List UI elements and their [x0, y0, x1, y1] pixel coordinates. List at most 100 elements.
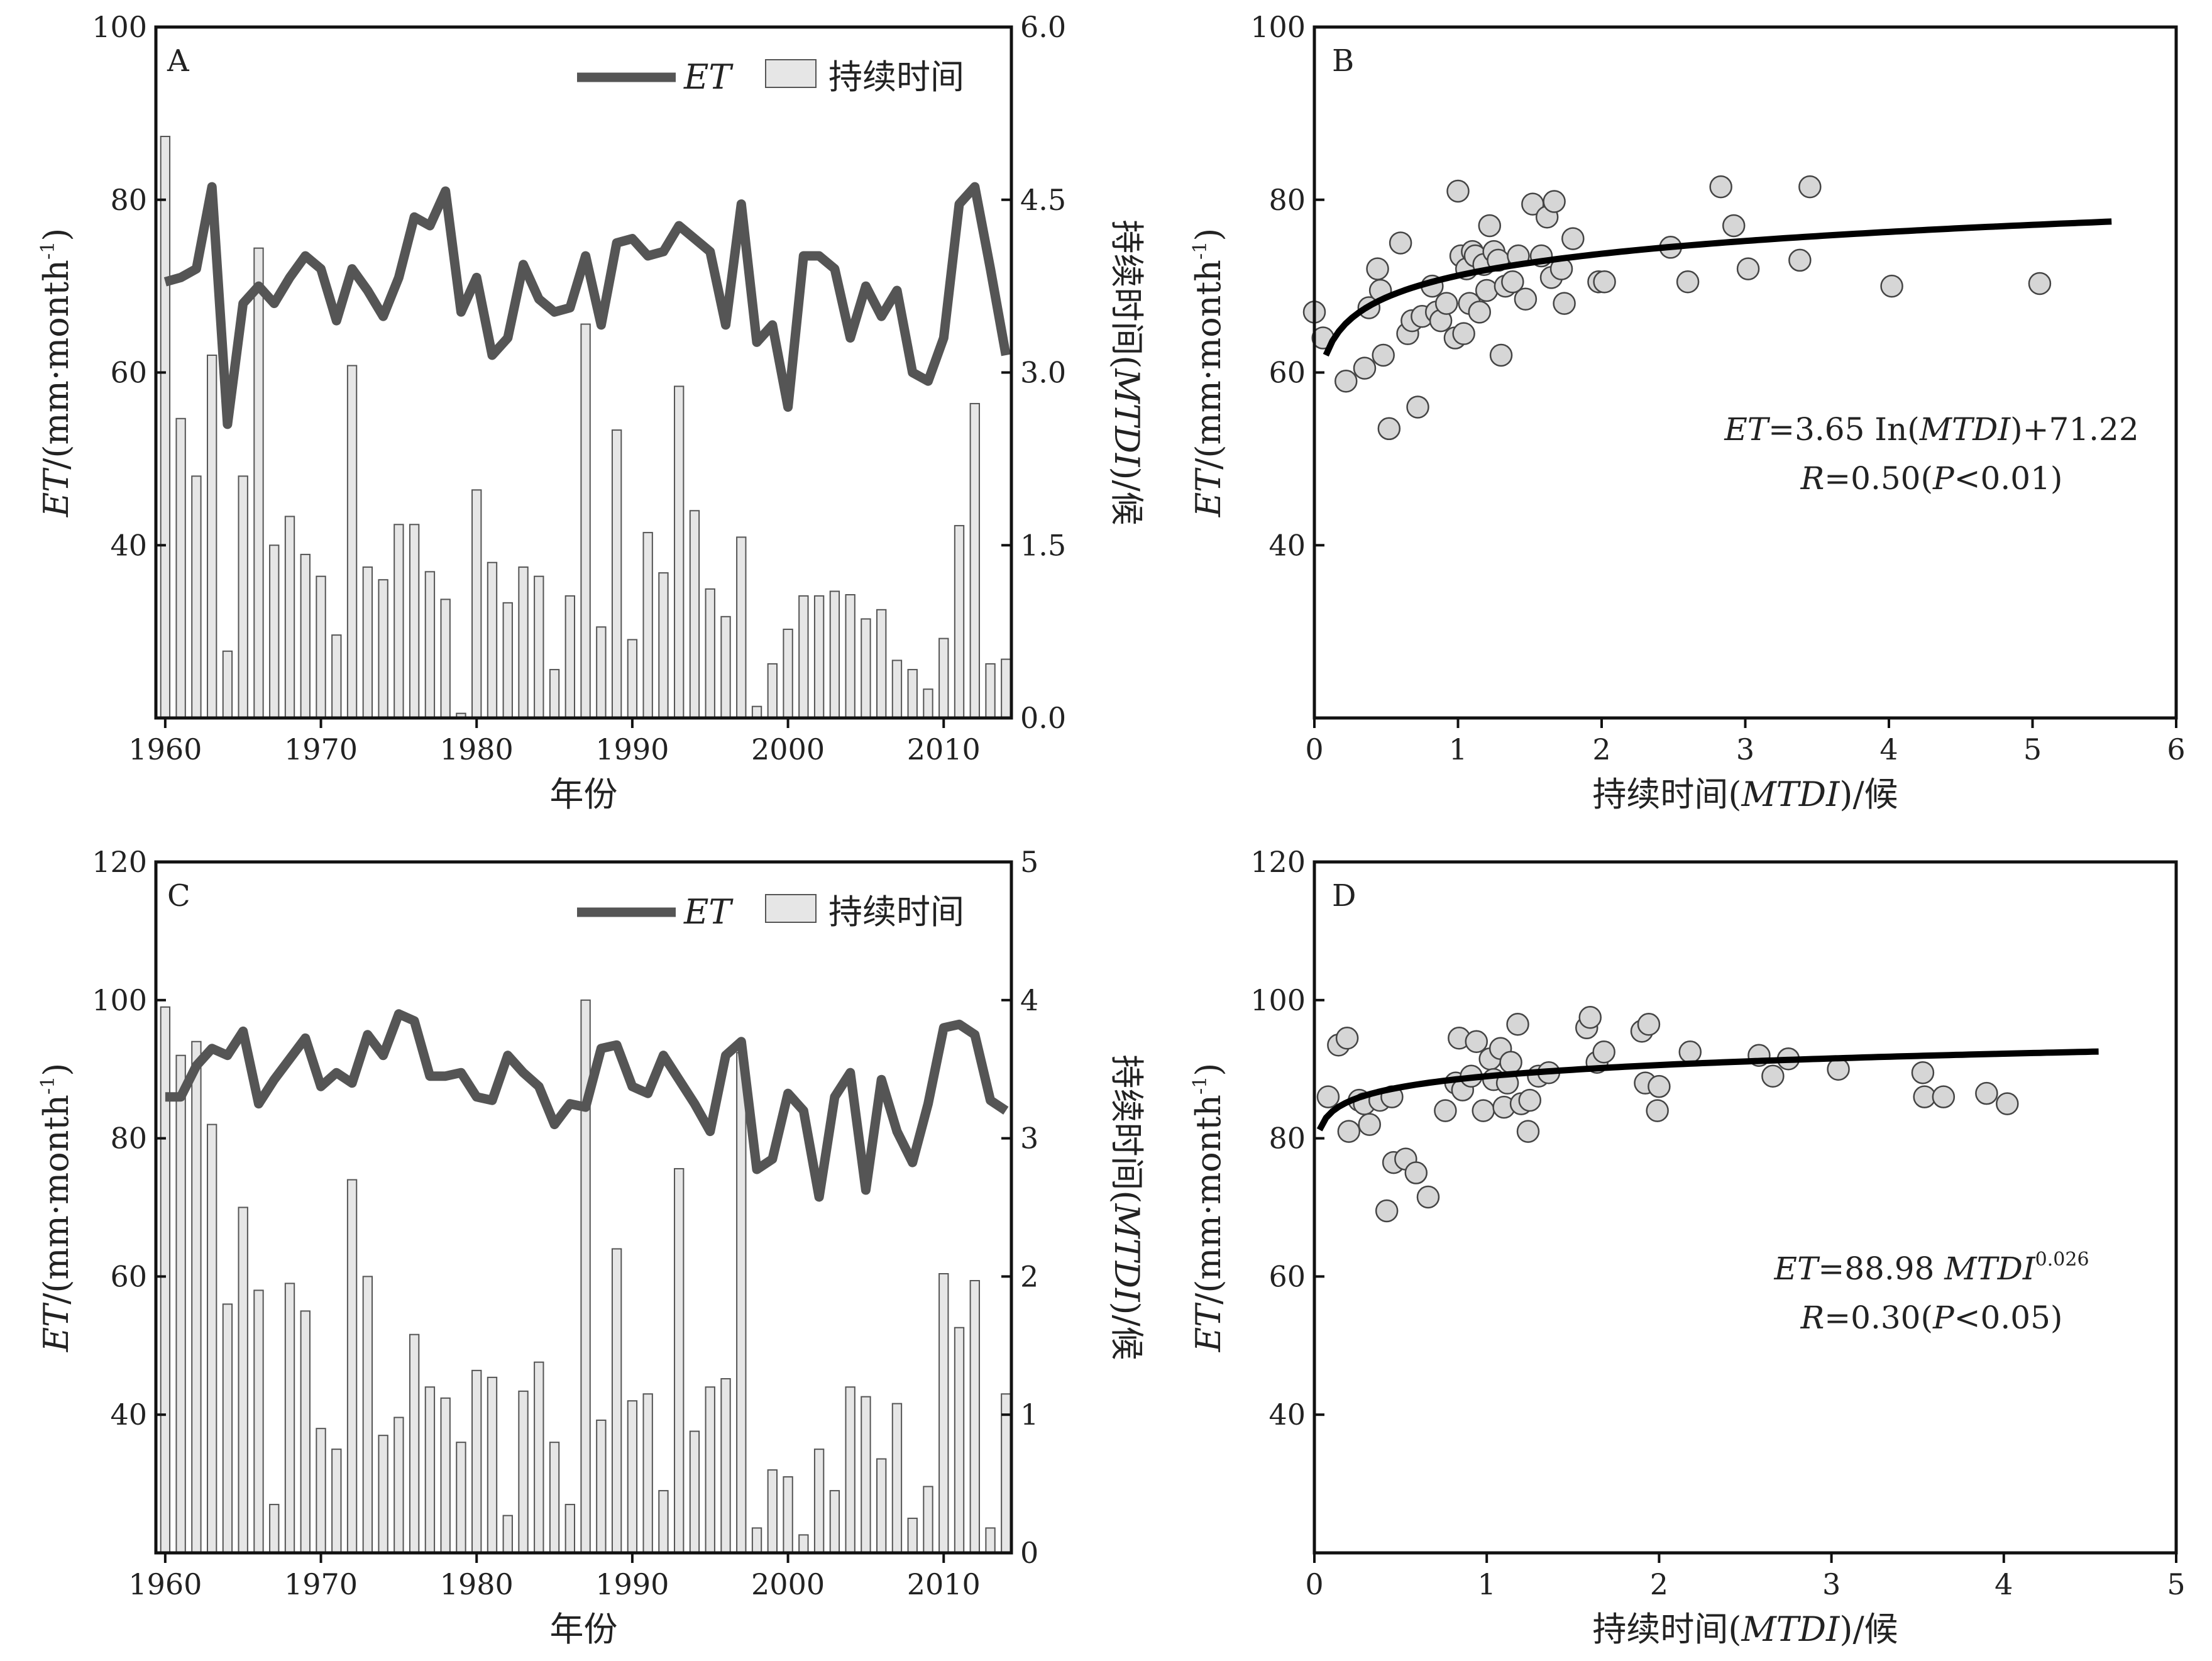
- y-right-axis-label: 持续时间(MTDI)/候: [1107, 219, 1147, 525]
- y-axis-label-close: ): [36, 1063, 76, 1076]
- bar-1982: [502, 1515, 513, 1554]
- scatter-point: [1472, 1099, 1495, 1122]
- scatter-point: [1798, 175, 1822, 199]
- y-axis-label-close: ): [36, 228, 76, 241]
- plot-frame: [1312, 25, 2178, 720]
- bar-2003: [829, 1490, 840, 1554]
- y-axis-label: ET/(mm·month-1): [1189, 228, 1228, 518]
- y-axis-label-sup: -1: [37, 1076, 59, 1095]
- scatter-point: [1578, 1006, 1602, 1029]
- x-tick-label: 6: [2167, 732, 2185, 766]
- bar-2005: [861, 1396, 871, 1553]
- bar-1976: [409, 1333, 420, 1554]
- bar-1978: [440, 1397, 451, 1553]
- bar-1969: [300, 553, 311, 719]
- bar-1995: [705, 1386, 715, 1553]
- eq-var: ET: [1773, 1250, 1820, 1287]
- scatter-point: [1518, 1088, 1541, 1112]
- plot-frame: [154, 860, 1013, 1555]
- bar-1984: [534, 575, 544, 719]
- x-axis-label-post: )/候: [1839, 775, 1898, 814]
- scatter-point: [1434, 1099, 1457, 1122]
- bar-1966: [253, 1289, 264, 1553]
- eq-text: =3.65 In(: [1768, 411, 1920, 448]
- bar-2008: [907, 669, 918, 719]
- bar-2002: [813, 1449, 825, 1553]
- scatter-point: [2028, 272, 2052, 295]
- x-axis-label-pre: 持续时间(: [1592, 775, 1741, 814]
- scatter-point: [1366, 257, 1389, 280]
- bar-2009: [923, 1486, 933, 1554]
- bar-1994: [689, 1430, 700, 1553]
- eq-text: =0.30(: [1824, 1300, 1933, 1336]
- bar-2014: [1001, 658, 1011, 719]
- equation-line-1: ET=88.98 MTDI0.026: [1773, 1249, 2089, 1287]
- bar-1985: [549, 1442, 560, 1553]
- y-left-tick-label: 80: [110, 183, 147, 217]
- eq-text: =88.98: [1818, 1250, 1944, 1287]
- bar-1966: [253, 247, 264, 719]
- bar-1989: [611, 1248, 622, 1553]
- y-right-axis-label-post: )/候: [1107, 466, 1147, 525]
- legend-bar-label: 持续时间: [828, 892, 964, 932]
- eq-var: MTDI: [1919, 411, 2011, 448]
- scatter-point: [1514, 287, 1538, 311]
- bar-1996: [720, 1378, 731, 1553]
- x-tick-label: 2010: [907, 1567, 981, 1601]
- x-tick-label: 1990: [595, 1567, 669, 1601]
- bar-1967: [269, 544, 280, 719]
- bar-1992: [658, 1490, 669, 1554]
- y-axis-label: ET/(mm·month-1): [1189, 1063, 1228, 1353]
- y-left-tick-label: 40: [110, 528, 147, 562]
- bar-1986: [564, 595, 576, 719]
- bar-1961: [175, 417, 186, 719]
- y-axis-label-var: ET: [1189, 1302, 1228, 1352]
- scatter-point: [1676, 270, 1700, 294]
- equation-line-1: ET=3.65 In(MTDI)+71.22: [1724, 411, 2138, 448]
- bar-1972: [346, 365, 358, 719]
- x-axis-label-pre: 持续时间(: [1592, 1609, 1741, 1649]
- scatter-point: [1709, 175, 1732, 199]
- bar-2008: [907, 1518, 918, 1554]
- bar-2012: [969, 402, 980, 719]
- y-axis-label-close: ): [1189, 1063, 1228, 1076]
- bar-2004: [845, 594, 856, 719]
- scatter-point: [1911, 1061, 1935, 1084]
- y-tick-label: 100: [1250, 983, 1306, 1017]
- scatter-point: [1389, 231, 1412, 255]
- scatter-point: [1475, 279, 1499, 302]
- x-tick-label: 1: [1449, 732, 1467, 766]
- bar-1980: [471, 489, 482, 719]
- eq-var: R: [1800, 460, 1825, 497]
- x-tick-label: 5: [2167, 1567, 2185, 1601]
- bar-2003: [829, 590, 840, 719]
- panel-letter: A: [167, 43, 190, 79]
- scatter-point: [1468, 301, 1492, 324]
- scatter-point: [1434, 292, 1458, 315]
- x-tick-label: 2000: [751, 1567, 825, 1601]
- bar-1970: [316, 1428, 326, 1553]
- scatter-point: [1975, 1081, 1998, 1105]
- eq-var: P: [1932, 460, 1955, 497]
- x-tick-label: 0: [1305, 1567, 1323, 1601]
- bar-1962: [191, 1040, 202, 1553]
- panel-letter: D: [1332, 878, 1356, 913]
- bar-1964: [222, 650, 233, 719]
- bar-2006: [876, 1458, 887, 1553]
- scatter-point: [1736, 257, 1760, 280]
- panel-A: 40 60 80 100 0.0 1.5 3.0 4.5 6.0 1960 1970 1980 1990…: [36, 10, 1147, 814]
- bar-1980: [471, 1369, 482, 1553]
- bar-1997: [736, 536, 747, 719]
- bar-1975: [393, 524, 404, 719]
- scatter-point: [1452, 322, 1475, 345]
- bar-1990: [627, 639, 638, 719]
- scatter-point: [1996, 1092, 2019, 1115]
- et-series-line: [165, 1009, 1009, 1202]
- scatter-point: [1593, 270, 1616, 294]
- panel-C: 40 60 80 100 120 0 1 2 3 4 5 1960 1970 1980 1990 2000 20…: [36, 845, 1147, 1649]
- bar-1988: [596, 1419, 607, 1553]
- bar-1971: [331, 1449, 342, 1553]
